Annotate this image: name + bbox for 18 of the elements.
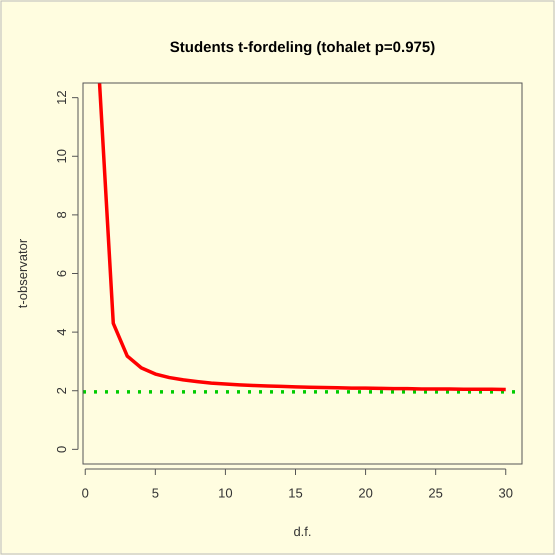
x-tick-label: 25 [428, 486, 443, 500]
y-tick-label: 0 [54, 446, 69, 453]
y-tick-label: 12 [54, 90, 69, 105]
x-tick-label: 5 [152, 486, 159, 500]
chart-title: Students t-fordeling (tohalet p=0.975) [170, 39, 436, 56]
x-tick-label: 10 [218, 486, 233, 500]
x-tick-label: 30 [498, 486, 513, 500]
x-tick-label: 20 [358, 486, 373, 500]
y-axis-title: t-observator [15, 238, 30, 308]
y-tick-label: 4 [54, 328, 69, 336]
x-tick-label: 15 [288, 486, 303, 500]
line-series [98, 83, 508, 392]
x-tick-label: 0 [82, 486, 89, 500]
x-axis-title: d.f. [293, 524, 312, 539]
y-tick-label: 2 [54, 387, 69, 394]
y-tick-label: 6 [54, 270, 69, 278]
y-tick-label: 10 [54, 149, 69, 164]
y-tick-label: 8 [54, 211, 69, 218]
